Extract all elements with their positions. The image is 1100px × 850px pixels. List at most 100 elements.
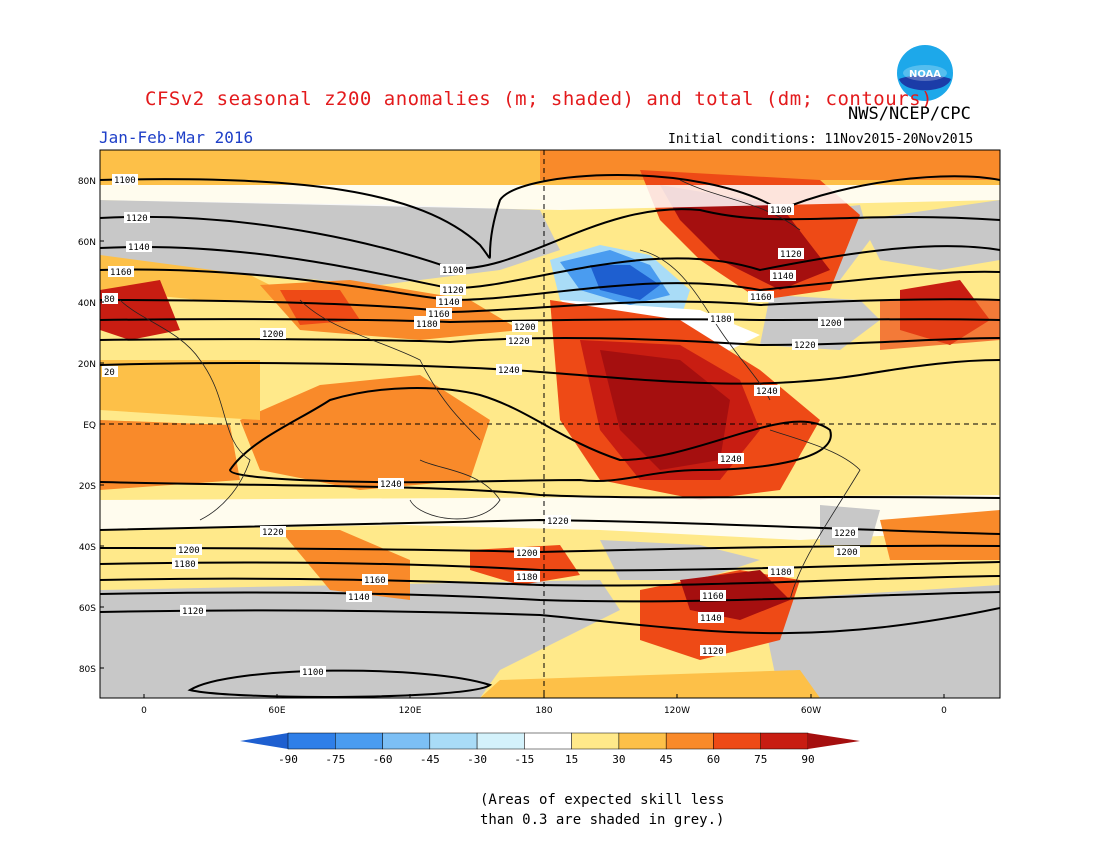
lat-label: 60S	[79, 604, 96, 614]
contour-label: 1100	[112, 174, 138, 186]
contour-label: 1180	[414, 318, 440, 330]
colorbar-swatch	[760, 732, 809, 750]
colorbar-tick-label: -75	[325, 753, 345, 766]
lat-label: 60N	[78, 238, 96, 248]
svg-text:1140: 1140	[128, 243, 150, 253]
svg-text:1160: 1160	[428, 310, 450, 320]
contour-label: 1180	[768, 566, 794, 578]
colorbar-swatch	[713, 732, 761, 750]
lat-label: 40N	[78, 299, 96, 309]
svg-text:1100: 1100	[442, 266, 464, 276]
initial-conditions-label: Initial conditions: 11Nov2015-20Nov2015	[668, 132, 974, 147]
skill-note-line1: (Areas of expected skill less	[480, 792, 725, 808]
svg-text:1140: 1140	[348, 593, 370, 603]
contour-labels: 1100 1120 1140 1160 1180 1200 1220 1240 …	[102, 174, 860, 678]
contour-label: 1240	[378, 478, 404, 490]
coastlines	[119, 179, 861, 601]
longitude-labels: 0 60E 120E 180 120W 60W 0	[141, 706, 947, 716]
contour-label: 1240	[496, 364, 522, 376]
contour-label: 1120	[778, 248, 804, 260]
svg-text:1140: 1140	[438, 298, 460, 308]
contour-label: 1140	[698, 612, 724, 624]
contour-label: 1220	[260, 526, 286, 538]
lat-label: EQ	[83, 421, 96, 431]
lon-label: 0	[941, 706, 947, 716]
svg-text:1160: 1160	[702, 592, 724, 602]
colorbar-tick-label: 30	[612, 753, 625, 766]
period-label: Jan-Feb-Mar 2016	[99, 128, 254, 147]
svg-text:1180: 1180	[416, 320, 438, 330]
contour-label: 1220	[792, 339, 818, 351]
lon-label: 120E	[399, 706, 422, 716]
colorbar-swatch	[429, 732, 478, 750]
contour-label: 1180	[514, 571, 540, 583]
skill-note-line2: than 0.3 are shaded in grey.)	[480, 812, 725, 828]
contour-label: 1120	[180, 605, 206, 617]
contour-label: 1120	[700, 645, 726, 657]
colorbar-swatch	[524, 732, 572, 750]
svg-text:1180: 1180	[710, 315, 732, 325]
svg-text:1160: 1160	[110, 268, 132, 278]
colorbar-swatch	[382, 732, 431, 750]
svg-text:1180: 1180	[174, 560, 196, 570]
svg-text:80: 80	[104, 295, 115, 305]
colorbar-left-arrow	[240, 733, 288, 749]
contour-label: 1240	[754, 385, 780, 397]
colorbar-tick-label: 75	[754, 753, 767, 766]
contour-label: 1180	[708, 313, 734, 325]
tick-marks	[100, 179, 945, 698]
svg-text:1120: 1120	[182, 607, 204, 617]
colorbar-tick-label: 15	[565, 753, 578, 766]
svg-text:1160: 1160	[364, 576, 386, 586]
svg-text:1220: 1220	[262, 528, 284, 538]
contour-label: 1200	[818, 317, 844, 329]
svg-text:20: 20	[104, 368, 115, 378]
lat-label: 40S	[79, 543, 96, 553]
colorbar-tick-label: 45	[660, 753, 673, 766]
lon-label: 60W	[801, 706, 821, 716]
svg-text:1200: 1200	[178, 546, 200, 556]
contour-label: 1100	[300, 666, 326, 678]
lon-label: 60E	[268, 706, 285, 716]
lon-label: 120W	[664, 706, 690, 716]
colorbar-tick-label: -45	[420, 753, 440, 766]
contour-label: 1220	[506, 335, 532, 347]
contour-label: 1200	[260, 328, 286, 340]
credit-label: NWS/NCEP/CPC	[848, 104, 971, 124]
contour-label: 1100	[440, 264, 466, 276]
svg-text:1140: 1140	[700, 614, 722, 624]
contour-label: 1140	[346, 591, 372, 603]
lat-label: 80N	[78, 177, 96, 187]
contour-label: 1120	[124, 212, 150, 224]
height-contours	[100, 174, 1000, 698]
svg-text:1220: 1220	[834, 529, 856, 539]
contour-label: 1160	[700, 590, 726, 602]
colorbar-swatch	[287, 732, 336, 750]
contour-label: 80	[102, 293, 118, 305]
svg-text:1240: 1240	[380, 480, 402, 490]
contour-label: 1140	[770, 270, 796, 282]
svg-text:1160: 1160	[750, 293, 772, 303]
chart-title: CFSv2 seasonal z200 anomalies (m; shaded…	[145, 88, 933, 110]
svg-text:1120: 1120	[442, 286, 464, 296]
svg-text:1140: 1140	[772, 272, 794, 282]
colorbar-tick-label: 90	[801, 753, 814, 766]
contour-label: 1200	[514, 547, 540, 559]
contour-label: 1200	[512, 321, 538, 333]
colorbar-swatch	[335, 732, 383, 750]
colorbar-tick-label: -15	[514, 753, 534, 766]
contour-label: 1220	[832, 527, 858, 539]
svg-text:1180: 1180	[770, 568, 792, 578]
contour-label: 1180	[172, 558, 198, 570]
svg-text:1120: 1120	[126, 214, 148, 224]
noaa-logo: NOAA	[897, 45, 953, 101]
svg-text:1200: 1200	[836, 548, 858, 558]
svg-text:1100: 1100	[302, 668, 324, 678]
svg-text:1100: 1100	[114, 176, 136, 186]
latitude-labels: 80N 60N 40N 20N EQ 20S 40S 60S 80S	[78, 177, 96, 675]
contour-label: 1100	[768, 204, 794, 216]
contour-label: 1140	[436, 296, 462, 308]
svg-text:1200: 1200	[514, 323, 536, 333]
svg-text:1200: 1200	[262, 330, 284, 340]
